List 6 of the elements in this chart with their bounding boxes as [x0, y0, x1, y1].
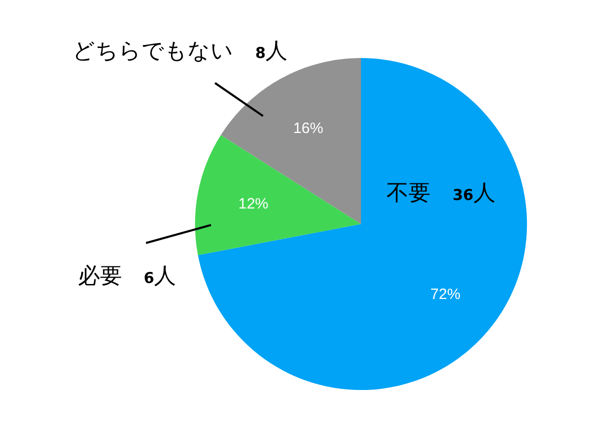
value-label: 16% [293, 120, 324, 137]
value-label: 72% [430, 286, 460, 303]
category-label: どちらでもない 8人 [72, 39, 288, 64]
category-label: 不要 36人 [386, 181, 496, 206]
value-label: 12% [238, 195, 268, 212]
category-label: 必要 6人 [78, 264, 176, 289]
